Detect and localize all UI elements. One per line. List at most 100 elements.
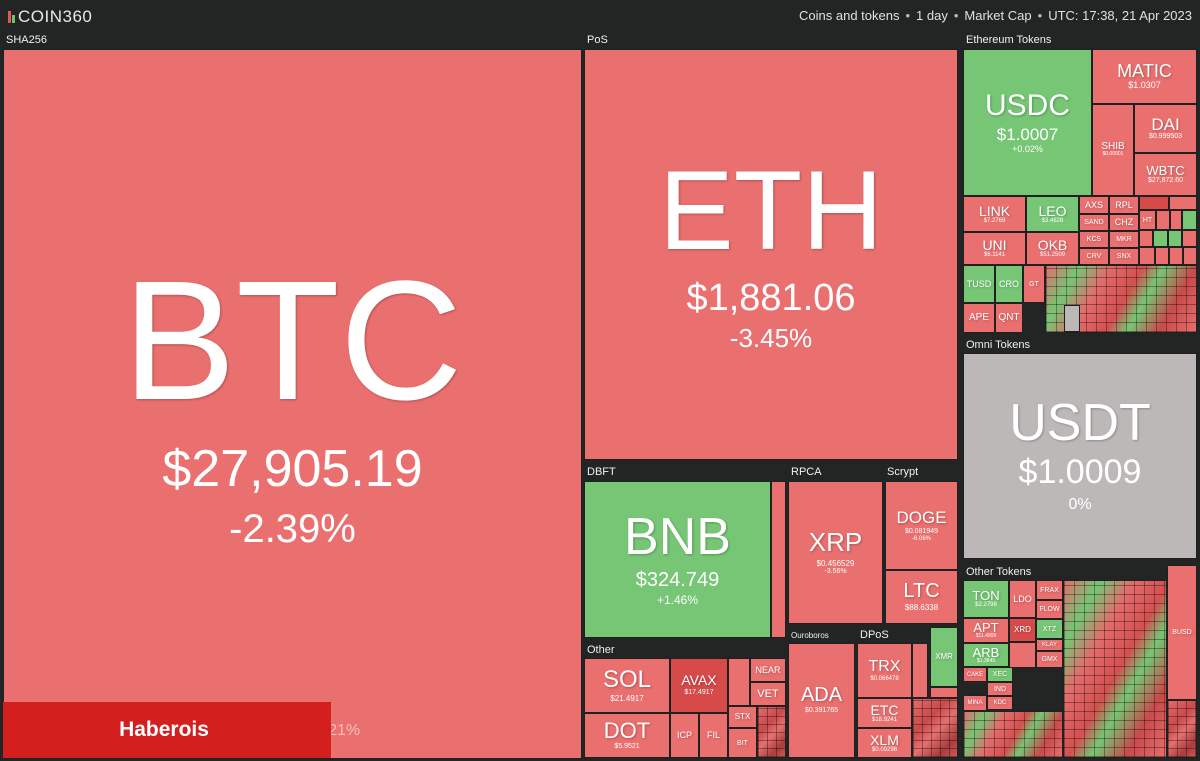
- tile-eth-small-12[interactable]: [1169, 247, 1183, 265]
- tile-flow[interactable]: FLOW: [1036, 600, 1063, 619]
- tile-eth-small-1[interactable]: [1139, 196, 1169, 210]
- tile-eth-small-5[interactable]: [1182, 210, 1197, 230]
- tile-eth-small-neutral[interactable]: [1064, 305, 1080, 332]
- tusd-symbol: TUSD: [966, 278, 992, 289]
- tile-dpos-small-1[interactable]: [912, 643, 928, 698]
- tile-kcs[interactable]: KCS: [1079, 231, 1109, 248]
- tile-cro[interactable]: CRO: [995, 265, 1023, 303]
- tile-etc[interactable]: ETC $18.9241: [857, 698, 912, 728]
- tile-bit[interactable]: BIT: [728, 728, 757, 758]
- tile-apt[interactable]: APT $11.4909: [963, 618, 1009, 643]
- xlm-price: $0.09298: [871, 746, 898, 753]
- tile-shib[interactable]: SHIB $0.00001: [1092, 104, 1134, 196]
- tile-xrp[interactable]: XRP $0.456529 -3.56%: [788, 481, 883, 624]
- tile-mkr[interactable]: MKR: [1109, 231, 1139, 248]
- tile-wbtc[interactable]: WBTC $27,872.60: [1134, 153, 1197, 196]
- tile-dbft-small[interactable]: [771, 481, 786, 638]
- other-tokens-small-tiles-1[interactable]: [963, 711, 1063, 758]
- tile-ada[interactable]: ADA $0.391765: [788, 643, 855, 758]
- tile-doge[interactable]: DOGE $0.081949 -6.06%: [885, 481, 958, 570]
- tile-eth-small-2[interactable]: [1169, 196, 1197, 210]
- filter-metric[interactable]: Market Cap: [964, 8, 1032, 23]
- tile-stx[interactable]: STX: [728, 706, 757, 728]
- dpos-small-tiles[interactable]: [912, 698, 958, 758]
- other-tokens-small-tiles-3[interactable]: [1167, 700, 1197, 758]
- tile-xrd[interactable]: XRD: [1009, 618, 1036, 642]
- tile-gt[interactable]: GT: [1023, 265, 1045, 303]
- tile-btc[interactable]: BTC $27,905.19 -2.39%: [3, 49, 582, 759]
- chz-symbol: CHZ: [1114, 217, 1134, 227]
- tile-qnt[interactable]: QNT: [995, 303, 1023, 333]
- tile-xlm[interactable]: XLM $0.09298: [857, 728, 912, 758]
- tile-kdc[interactable]: KDC: [987, 696, 1013, 710]
- tile-bnb[interactable]: BNB $324.749 +1.46%: [584, 481, 771, 638]
- tile-eth-small-9[interactable]: [1182, 230, 1197, 247]
- tile-eth-small-13[interactable]: [1183, 247, 1197, 265]
- ltc-price: $88.6338: [904, 603, 939, 613]
- tile-chz[interactable]: CHZ: [1109, 214, 1139, 231]
- tile-arb[interactable]: ARB $1.3843: [963, 643, 1009, 667]
- tile-link[interactable]: LINK $7.2769: [963, 196, 1026, 232]
- filter-period[interactable]: 1 day: [916, 8, 948, 23]
- tile-ind[interactable]: IND: [987, 682, 1013, 696]
- tile-cake[interactable]: CAKE: [963, 667, 987, 682]
- tile-ht[interactable]: HT: [1139, 210, 1156, 230]
- tile-eth-small-3[interactable]: [1156, 210, 1170, 230]
- other-tokens-small-tiles-2[interactable]: [1063, 580, 1167, 758]
- tile-klay[interactable]: KLAY: [1036, 639, 1063, 651]
- tile-xmr[interactable]: XMR: [930, 627, 958, 687]
- tile-ldo[interactable]: LDO: [1009, 580, 1036, 618]
- coin360-logo[interactable]: COIN360: [8, 7, 92, 27]
- tile-ton[interactable]: TON $2.2798: [963, 580, 1009, 618]
- tile-eth[interactable]: ETH $1,881.06 -3.45%: [584, 49, 958, 460]
- tile-axs[interactable]: AXS: [1079, 196, 1109, 214]
- eth-tokens-small-tiles[interactable]: [1045, 265, 1197, 333]
- tile-rpl[interactable]: RPL: [1109, 196, 1139, 214]
- tile-near[interactable]: NEAR: [750, 658, 786, 682]
- tile-icp[interactable]: ICP: [670, 713, 699, 758]
- tile-fil[interactable]: FIL: [699, 713, 728, 758]
- tile-dai[interactable]: DAI $0.999503: [1134, 104, 1197, 153]
- tile-avax[interactable]: AVAX $17.4917: [670, 658, 728, 713]
- tile-trx[interactable]: TRX $0.066478: [857, 643, 912, 698]
- tile-other-tokens-small-1[interactable]: [1009, 642, 1036, 668]
- tile-other-small-1[interactable]: [728, 658, 750, 706]
- tile-ape[interactable]: APE: [963, 303, 995, 333]
- filter-coin-type[interactable]: Coins and tokens: [799, 8, 900, 23]
- tile-sol[interactable]: SOL $21.4917: [584, 658, 670, 713]
- top-bar: COIN360 Coins and tokens • 1 day • Market Ca…: [0, 0, 1200, 32]
- tile-eth-small-4[interactable]: [1170, 210, 1182, 230]
- mkr-symbol: MKR: [1116, 236, 1132, 243]
- tile-ltc[interactable]: LTC $88.6338: [885, 570, 958, 624]
- tile-leo[interactable]: LEO $3.4828: [1026, 196, 1079, 232]
- tile-uni[interactable]: UNI $6.1141: [963, 232, 1026, 265]
- tile-snx[interactable]: SNX: [1109, 248, 1139, 265]
- tile-tusd[interactable]: TUSD: [963, 265, 995, 303]
- tile-eth-small-7[interactable]: [1153, 230, 1168, 247]
- tile-crv[interactable]: CRV: [1079, 248, 1109, 265]
- other-small-tiles[interactable]: [757, 706, 786, 758]
- tile-okb[interactable]: OKB $51.2509: [1026, 232, 1079, 265]
- tile-usdc[interactable]: USDC $1.0007 +0.02%: [963, 49, 1092, 196]
- tile-mina[interactable]: MINA: [963, 695, 987, 711]
- tile-gmx[interactable]: GMX: [1036, 651, 1063, 668]
- section-rpca: RPCA: [791, 466, 822, 478]
- trx-price: $0.066478: [870, 675, 899, 682]
- shib-symbol: SHIB: [1101, 141, 1125, 153]
- tile-eth-small-11[interactable]: [1155, 247, 1169, 265]
- tile-eth-small-8[interactable]: [1168, 230, 1182, 247]
- tile-usdt[interactable]: USDT $1.0009 0%: [963, 353, 1197, 559]
- tile-matic[interactable]: MATIC $1.0307: [1092, 49, 1197, 104]
- xlm-symbol: XLM: [870, 731, 899, 748]
- tile-sand[interactable]: SAND: [1079, 214, 1109, 231]
- tile-xtz[interactable]: XTZ: [1036, 619, 1063, 639]
- tile-eth-small-10[interactable]: [1139, 247, 1155, 265]
- cro-symbol: CRO: [999, 278, 1019, 289]
- tile-vet[interactable]: VET: [750, 682, 786, 706]
- tile-frax[interactable]: FRAX: [1036, 580, 1063, 600]
- tile-xec[interactable]: XEC: [987, 667, 1013, 682]
- tile-dot[interactable]: DOT $5.9521: [584, 713, 670, 758]
- tile-dpos-small-2[interactable]: [930, 687, 958, 698]
- tile-eth-small-6[interactable]: [1139, 230, 1153, 247]
- tile-busd[interactable]: BUSD: [1167, 565, 1197, 700]
